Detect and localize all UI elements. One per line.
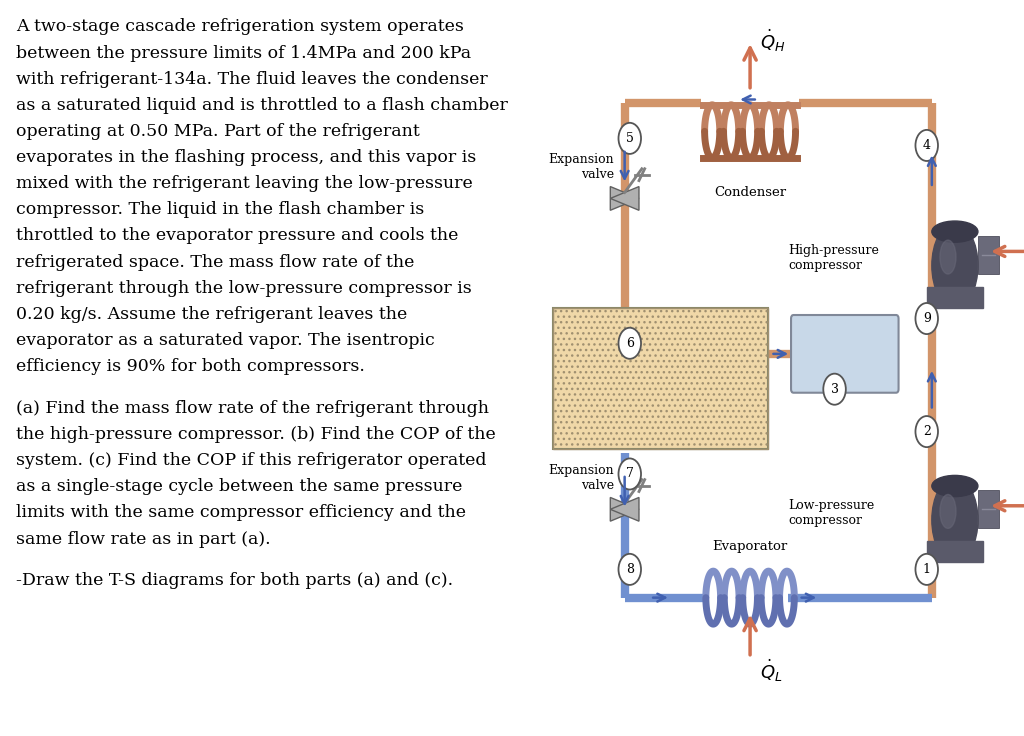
Bar (553, 308, 768, 449)
Text: Expansion
valve: Expansion valve (549, 152, 614, 180)
Circle shape (618, 328, 641, 359)
Text: between the pressure limits of 1.4MPa and 200 kPa: between the pressure limits of 1.4MPa an… (16, 44, 471, 62)
Text: Expansion
valve: Expansion valve (549, 464, 614, 492)
Text: evaporator as a saturated vapor. The isentropic: evaporator as a saturated vapor. The ise… (16, 332, 435, 349)
Polygon shape (610, 186, 639, 210)
Ellipse shape (940, 240, 956, 274)
Text: 1: 1 (923, 563, 931, 576)
Text: 2: 2 (923, 425, 931, 438)
Text: same flow rate as in part (a).: same flow rate as in part (a). (16, 531, 270, 548)
Text: 4: 4 (923, 139, 931, 152)
FancyBboxPatch shape (791, 315, 899, 393)
Ellipse shape (932, 223, 978, 308)
Text: Condenser: Condenser (714, 186, 786, 199)
Circle shape (618, 553, 641, 585)
Text: as a single-stage cycle between the same pressure: as a single-stage cycle between the same… (16, 478, 463, 495)
Text: mixed with the refrigerant leaving the low-pressure: mixed with the refrigerant leaving the l… (16, 175, 473, 192)
Circle shape (915, 416, 938, 447)
Text: throttled to the evaporator pressure and cools the: throttled to the evaporator pressure and… (16, 227, 459, 244)
Text: (a) Find the mass flow rate of the refrigerant through: (a) Find the mass flow rate of the refri… (16, 400, 489, 417)
Bar (978, 236, 998, 274)
Text: 5: 5 (626, 132, 634, 145)
Text: A two-stage cascade refrigeration system operates: A two-stage cascade refrigeration system… (16, 18, 464, 35)
Text: High-pressure
compressor: High-pressure compressor (788, 244, 880, 272)
Text: Flash
chamber: Flash chamber (627, 364, 694, 394)
Circle shape (618, 123, 641, 154)
Text: as a saturated liquid and is throttled to a flash chamber: as a saturated liquid and is throttled t… (16, 97, 508, 114)
Bar (928, 287, 983, 308)
Text: Low-pressure
compressor: Low-pressure compressor (788, 499, 874, 527)
Text: 7: 7 (626, 467, 634, 481)
Text: Evaporator: Evaporator (713, 540, 787, 553)
Text: the high-pressure compressor. (b) Find the COP of the: the high-pressure compressor. (b) Find t… (16, 426, 496, 443)
Text: -Draw the T-S diagrams for both parts (a) and (c).: -Draw the T-S diagrams for both parts (a… (16, 573, 453, 590)
Ellipse shape (932, 221, 978, 242)
Bar (553, 308, 768, 449)
Text: refrigerated space. The mass flow rate of the: refrigerated space. The mass flow rate o… (16, 253, 415, 271)
Text: system. (c) Find the COP if this refrigerator operated: system. (c) Find the COP if this refrige… (16, 452, 486, 469)
Ellipse shape (940, 495, 956, 528)
Circle shape (618, 459, 641, 489)
Polygon shape (610, 186, 639, 210)
Text: 3: 3 (830, 383, 839, 396)
Text: $\dot{Q}_L$: $\dot{Q}_L$ (760, 658, 783, 684)
Text: evaporates in the flashing process, and this vapor is: evaporates in the flashing process, and … (16, 149, 476, 166)
Circle shape (823, 374, 846, 405)
Text: 8: 8 (626, 563, 634, 576)
Polygon shape (610, 498, 639, 521)
Bar (928, 541, 983, 562)
Ellipse shape (932, 475, 978, 497)
Text: refrigerant through the low-pressure compressor is: refrigerant through the low-pressure com… (16, 280, 472, 297)
Bar (978, 490, 998, 528)
Text: $\dot{Q}_H$: $\dot{Q}_H$ (760, 28, 785, 54)
Text: 0.20 kg/s. Assume the refrigerant leaves the: 0.20 kg/s. Assume the refrigerant leaves… (16, 305, 408, 323)
Text: efficiency is 90% for both compressors.: efficiency is 90% for both compressors. (16, 358, 365, 375)
Circle shape (915, 553, 938, 585)
Circle shape (915, 130, 938, 161)
Text: 9: 9 (923, 312, 931, 325)
Text: with refrigerant-134a. The fluid leaves the condenser: with refrigerant-134a. The fluid leaves … (16, 71, 487, 88)
Text: 6: 6 (626, 337, 634, 350)
Text: operating at 0.50 MPa. Part of the refrigerant: operating at 0.50 MPa. Part of the refri… (16, 123, 420, 140)
Text: limits with the same compressor efficiency and the: limits with the same compressor efficien… (16, 504, 466, 521)
Polygon shape (610, 498, 639, 521)
Ellipse shape (932, 478, 978, 562)
Circle shape (915, 303, 938, 334)
Text: compressor. The liquid in the flash chamber is: compressor. The liquid in the flash cham… (16, 201, 424, 219)
